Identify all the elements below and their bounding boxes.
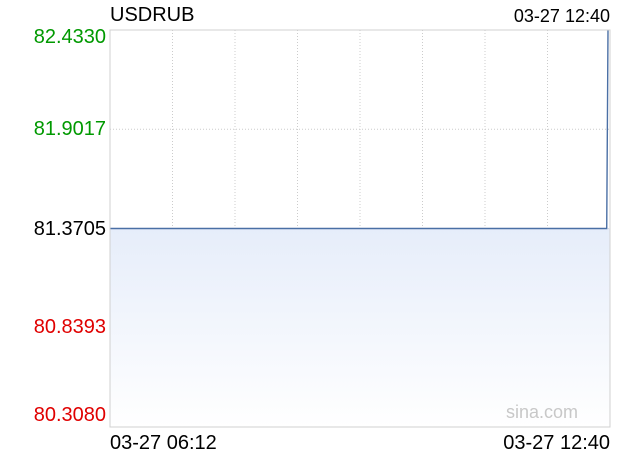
y-tick-label-1: 81.9017 <box>33 118 106 140</box>
x-tick-label-end: 03-27 12:40 <box>503 432 610 454</box>
price-line <box>110 29 609 230</box>
timestamp: 03-27 12:40 <box>513 6 610 26</box>
watermark: sina.com <box>506 402 579 422</box>
y-tick-label-4: 80.3080 <box>33 404 106 426</box>
y-tick-label-3: 80.8393 <box>33 316 106 338</box>
y-tick-label-2: 81.3705 <box>33 218 106 240</box>
y-tick-label-0: 82.4330 <box>33 26 106 48</box>
plot-frame <box>109 29 611 428</box>
area-fill <box>110 228 610 427</box>
x-tick-label-start: 03-27 06:12 <box>110 432 217 454</box>
chart-title: USDRUB <box>110 4 195 26</box>
